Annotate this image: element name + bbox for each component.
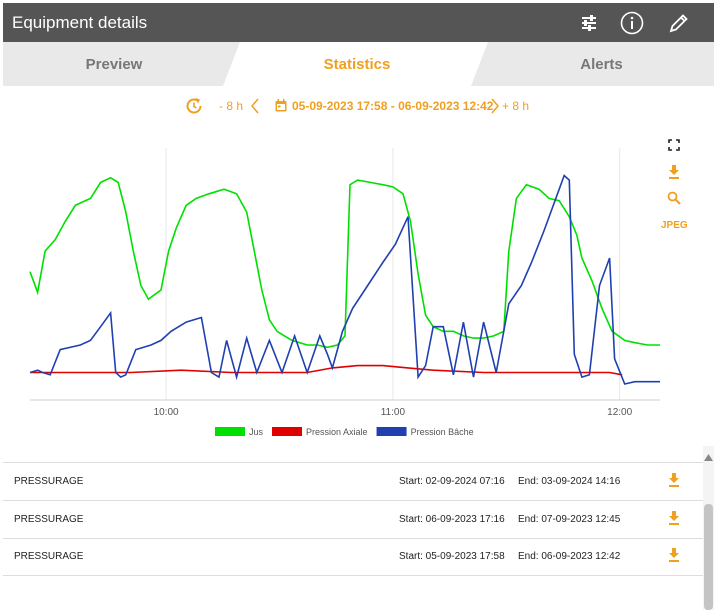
calendar-icon[interactable] <box>275 99 287 115</box>
scroll-up-arrow-icon[interactable] <box>704 454 713 461</box>
download-icon[interactable] <box>668 548 680 565</box>
info-icon[interactable] <box>619 10 645 36</box>
scrollbar[interactable] <box>703 446 714 610</box>
series-line-1 <box>30 364 623 376</box>
list-item: PRESSURAGE <box>3 446 703 463</box>
date-range-label[interactable]: 05-09-2023 17:58 - 06-09-2023 12:42 <box>292 99 494 113</box>
filter-settings-icon[interactable] <box>576 10 602 36</box>
row-end: End: 03-09-2024 14:16 <box>518 476 621 487</box>
chevron-right-icon[interactable] <box>490 98 500 117</box>
statistics-chart: 10:00 11:00 12:00 Jus Pression Axiale Pressio… <box>3 128 714 446</box>
row-start: Start: 02-09-2024 07:16 <box>399 476 505 487</box>
legend-label-1: Pression Axiale <box>306 427 368 437</box>
alert-list: PRESSURAGE PRESSURAGE Start: 02-09-2024 … <box>3 446 703 610</box>
row-name: PRESSURAGE <box>14 476 84 487</box>
row-name: PRESSURAGE <box>14 551 84 562</box>
list-item: PRESSURAGE Start: 02-09-2024 07:16 End: … <box>3 463 703 501</box>
chevron-left-icon[interactable] <box>250 98 260 117</box>
row-end: End: 06-09-2023 12:42 <box>518 551 621 562</box>
download-icon[interactable] <box>668 473 680 490</box>
edit-pencil-icon[interactable] <box>666 10 692 36</box>
legend-label-2: Pression Bâche <box>411 427 474 437</box>
line-chart: 10:00 11:00 12:00 Jus Pression Axiale Pressio… <box>29 148 660 437</box>
zoom-icon[interactable] <box>667 191 681 210</box>
legend-label-0: Jus <box>249 427 264 437</box>
tab-alerts[interactable]: Alerts <box>580 55 623 73</box>
forward-8h-button[interactable]: + 8 h <box>502 99 530 113</box>
range-navigation: - 8 h 05-09-2023 17:58 - 06-09-2023 12:4… <box>0 92 724 122</box>
x-tick-label: 12:00 <box>607 407 632 418</box>
tab-statistics[interactable]: Statistics <box>323 55 391 73</box>
legend-swatch-2 <box>376 427 407 436</box>
series-line-2 <box>29 174 660 385</box>
series-line-0 <box>29 176 660 349</box>
scrollbar-thumb[interactable] <box>704 504 713 610</box>
legend-swatch-0 <box>215 427 245 436</box>
tab-preview[interactable]: Preview <box>85 55 143 73</box>
page-title: Equipment details <box>12 13 148 32</box>
reset-history-icon[interactable] <box>184 96 204 119</box>
x-tick-label: 10:00 <box>154 407 179 418</box>
jpeg-export-button[interactable]: JPEG <box>661 220 688 231</box>
row-start: Start: 06-09-2023 17:16 <box>399 514 505 525</box>
x-tick-label: 11:00 <box>381 407 406 418</box>
list-item: PRESSURAGE Start: 06-09-2023 17:16 End: … <box>3 501 703 539</box>
row-start: Start: 05-09-2023 17:58 <box>399 551 505 562</box>
download-icon[interactable] <box>668 165 680 184</box>
fullscreen-icon[interactable] <box>668 138 680 156</box>
row-end: End: 07-09-2023 12:45 <box>518 514 621 525</box>
tab-bar: Preview Statistics Alerts <box>3 42 714 86</box>
app-header: Equipment details <box>3 3 714 42</box>
legend-swatch-1 <box>272 427 303 436</box>
row-name: PRESSURAGE <box>14 514 84 525</box>
back-8h-button[interactable]: - 8 h <box>219 99 244 113</box>
active-tab-shape <box>223 42 488 86</box>
list-item: PRESSURAGE Start: 05-09-2023 17:58 End: … <box>3 538 703 576</box>
row-name: PRESSURAGE <box>14 446 83 449</box>
download-icon[interactable] <box>668 511 680 528</box>
